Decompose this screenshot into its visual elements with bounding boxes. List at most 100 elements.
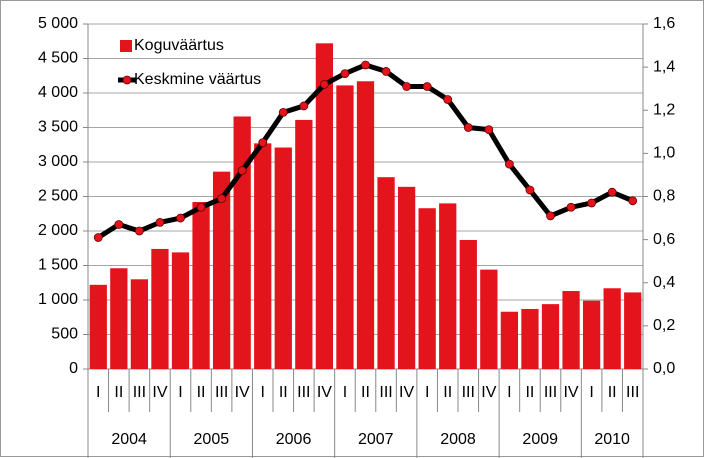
line-marker — [463, 123, 473, 132]
x-group-label: 2008 — [440, 431, 476, 448]
legend-label: Keskmine väärtus — [134, 71, 261, 88]
line-marker — [525, 185, 535, 195]
bar — [459, 239, 477, 369]
line-marker — [443, 95, 453, 104]
line-marker — [484, 125, 494, 135]
x-tick-label: III — [297, 384, 310, 401]
line-marker — [114, 220, 124, 229]
x-tick-label: III — [544, 384, 557, 401]
bar — [603, 288, 621, 369]
x-tick-label: II — [443, 384, 452, 401]
x-tick-label: IV — [563, 384, 578, 401]
x-tick-label: III — [462, 384, 475, 401]
y2-tick-label: 1,0 — [653, 145, 675, 162]
line-marker — [628, 196, 638, 206]
legend-marker — [122, 75, 132, 85]
bar — [89, 284, 107, 369]
x-tick-label: II — [279, 384, 288, 401]
line-marker — [299, 101, 309, 111]
bar — [254, 143, 272, 369]
bar — [562, 291, 580, 369]
x-tick-label: IV — [152, 384, 167, 401]
bar — [624, 292, 642, 369]
y2-tick-label: 0,6 — [653, 231, 675, 248]
line-marker — [155, 217, 165, 227]
x-tick-label: I — [260, 384, 264, 401]
x-tick-label: IV — [481, 384, 496, 401]
x-tick-label: III — [133, 384, 146, 401]
y2-tick-label: 0,8 — [653, 188, 675, 205]
y-tick-label: 2 000 — [38, 222, 78, 239]
y2-tick-label: 1,2 — [653, 101, 675, 118]
y-tick-label: 1 000 — [38, 291, 78, 308]
x-group-label: 2005 — [194, 431, 230, 448]
bar — [130, 279, 149, 369]
x-tick-label: III — [379, 384, 392, 401]
line-marker — [402, 82, 412, 91]
x-group-label: 2007 — [358, 431, 394, 448]
x-tick-label: I — [178, 384, 182, 401]
bar — [521, 308, 539, 369]
line-marker — [340, 69, 350, 78]
y-tick-label: 500 — [51, 326, 78, 343]
y2-tick-label: 1,6 — [653, 15, 675, 32]
x-tick-label: II — [525, 384, 534, 401]
y-tick-label: 3 500 — [38, 119, 78, 136]
bar — [439, 203, 457, 369]
y-tick-label: 5 000 — [38, 15, 78, 32]
x-tick-label: IV — [235, 384, 250, 401]
x-tick-label: II — [197, 384, 206, 401]
x-tick-label: I — [589, 384, 593, 401]
x-tick-label: II — [361, 384, 370, 401]
bar — [377, 177, 395, 369]
bar — [541, 304, 560, 369]
line-marker — [504, 159, 514, 169]
bar — [192, 202, 210, 369]
line-marker — [134, 226, 144, 236]
y2-tick-label: 1,4 — [653, 58, 675, 75]
bar — [480, 269, 498, 369]
x-group-label: 2009 — [522, 431, 558, 448]
bar — [233, 116, 251, 370]
line-marker — [217, 194, 227, 204]
line-marker — [176, 213, 185, 223]
x-tick-label: I — [96, 384, 100, 401]
x-tick-label: I — [343, 384, 347, 401]
x-group-label: 2004 — [111, 431, 147, 448]
bar — [500, 311, 519, 369]
line-marker — [566, 202, 576, 212]
x-tick-label: III — [626, 384, 639, 401]
x-tick-label: IV — [317, 384, 332, 401]
line-marker — [237, 166, 247, 176]
line-marker — [546, 211, 555, 221]
x-group-label: 2010 — [594, 431, 630, 448]
bar — [151, 248, 169, 369]
x-tick-label: I — [425, 384, 429, 401]
y-tick-label: 3 000 — [38, 153, 78, 170]
bar — [582, 300, 601, 369]
bar — [397, 186, 416, 369]
bar — [295, 119, 313, 369]
x-group-label: 2006 — [276, 431, 312, 448]
x-tick-label: II — [608, 384, 617, 401]
y2-tick-label: 0,2 — [653, 317, 675, 334]
bar — [418, 208, 436, 369]
y-tick-label: 2 500 — [38, 188, 78, 205]
y-tick-label: 1 500 — [38, 257, 78, 274]
line-marker — [607, 187, 617, 197]
y2-tick-label: 0,0 — [653, 360, 675, 377]
line-marker — [196, 202, 206, 212]
x-tick-label: II — [114, 384, 123, 401]
line-marker — [319, 79, 329, 89]
bar — [171, 252, 190, 369]
bar — [212, 171, 231, 369]
bar — [336, 85, 354, 369]
line-marker — [278, 108, 288, 117]
y-tick-label: 4 500 — [38, 50, 78, 67]
line-marker — [258, 138, 268, 147]
bar — [315, 43, 334, 369]
y-tick-label: 4 000 — [38, 84, 78, 101]
bar — [274, 147, 292, 369]
x-tick-label: IV — [399, 384, 414, 401]
